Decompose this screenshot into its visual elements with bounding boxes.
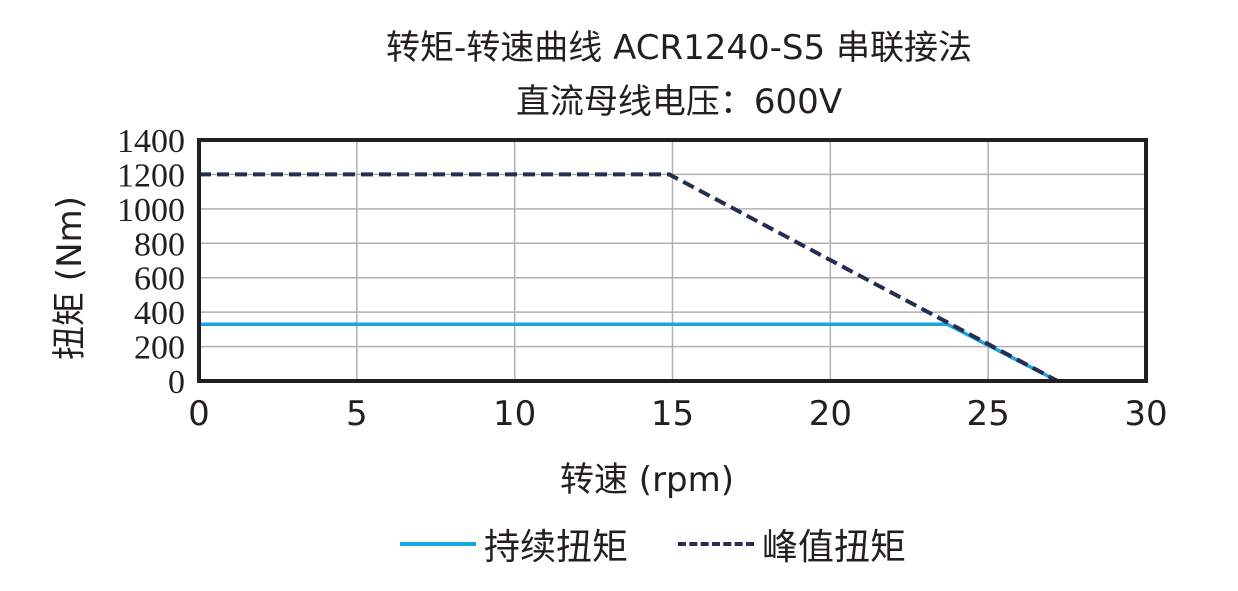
- x-axis-label: 转速 (rpm): [560, 460, 735, 500]
- series-line-1: [199, 172, 1059, 383]
- y-tick-label: 1000: [117, 192, 185, 229]
- y-tick-label: 200: [134, 330, 185, 367]
- x-tick-label: 15: [651, 394, 694, 434]
- y-tick-label: 1200: [117, 157, 185, 194]
- legend: 持续扭矩 峰值扭矩: [400, 518, 956, 570]
- legend-solid-line-icon: [400, 542, 476, 546]
- x-tick-label: 5: [346, 394, 368, 434]
- legend-item-peak: 峰值扭矩: [678, 518, 906, 570]
- x-tick-label: 10: [493, 394, 536, 434]
- legend-label: 峰值扭矩: [762, 527, 907, 568]
- y-axis-label: 扭矩 (Nm): [50, 196, 90, 360]
- chart-subtitle: 直流母线电压：600V: [515, 82, 843, 122]
- y-tick-label: 1400: [117, 123, 185, 160]
- y-tick-label: 0: [168, 364, 185, 401]
- legend-item-continuous: 持续扭矩: [400, 518, 628, 570]
- plot-frame: [197, 138, 1148, 383]
- chart-title: 转矩-转速曲线 ACR1240-S5 串联接法: [386, 28, 972, 68]
- y-tick-label: 600: [134, 261, 185, 298]
- x-tick-label: 0: [188, 394, 210, 434]
- y-tick-label: 800: [134, 226, 185, 263]
- x-tick-label: 30: [1124, 394, 1167, 434]
- legend-dashed-line-icon: [678, 542, 755, 546]
- legend-label: 持续扭矩: [484, 527, 629, 568]
- x-tick-label: 20: [809, 394, 852, 434]
- x-tick-label: 25: [967, 394, 1010, 434]
- y-tick-label: 400: [134, 295, 185, 332]
- series-line-0: [199, 322, 1059, 383]
